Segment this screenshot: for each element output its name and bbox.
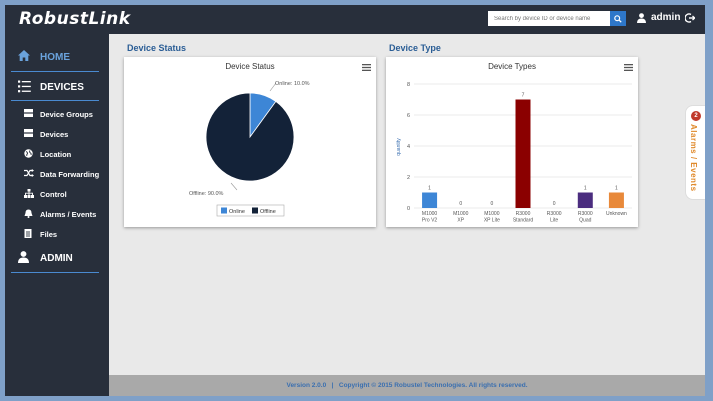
device-status-panel: Device Status Online: 10.0% Offline: 90.… xyxy=(124,57,376,227)
sidebar-item-label: Devices xyxy=(40,130,69,139)
pie-slice-offline[interactable] xyxy=(205,92,295,182)
sidebar-item-data-forwarding[interactable]: Data Forwarding xyxy=(5,164,109,184)
bar-value-label: 7 xyxy=(522,93,525,99)
x-tick-label: Unknown xyxy=(606,211,627,217)
y-tick-label: 8 xyxy=(407,82,410,88)
list-icon xyxy=(18,80,31,93)
shuffle-icon xyxy=(24,169,34,177)
username: admin xyxy=(651,12,681,23)
home-icon xyxy=(18,50,30,61)
section-title-device-type: Device Type xyxy=(389,43,441,53)
device-status-pie-chart: Online: 10.0% Offline: 90.0% Online Offl… xyxy=(189,81,310,217)
divider xyxy=(11,272,99,273)
footer: Version 2.0.0 | Copyright © 2015 Robuste… xyxy=(109,375,705,396)
bar[interactable] xyxy=(515,99,531,209)
search-icon xyxy=(614,14,622,23)
divider xyxy=(11,71,99,72)
pie-label-offline: Offline: 90.0% xyxy=(189,191,224,197)
x-tick-label: Quad xyxy=(579,218,591,224)
sidebar-item-label: Device Groups xyxy=(40,110,93,119)
sidebar-item-label: Location xyxy=(40,150,72,159)
bar-value-label: 0 xyxy=(553,201,556,207)
sidebar-item-admin[interactable]: ADMIN xyxy=(5,244,109,272)
x-tick-label: XP Lite xyxy=(484,218,500,224)
alarms-events-label: Alarms / Events xyxy=(689,124,698,192)
x-tick-label: M1000 xyxy=(422,211,438,217)
globe-icon xyxy=(24,149,33,158)
file-icon xyxy=(24,229,32,238)
alarms-events-tab[interactable]: 2 Alarms / Events xyxy=(685,105,705,200)
legend-offline[interactable]: Offline xyxy=(260,209,276,215)
bar[interactable] xyxy=(422,192,438,209)
sidebar-item-label: Files xyxy=(40,230,58,239)
bar-value-label: 0 xyxy=(459,201,462,207)
user-menu[interactable]: admin xyxy=(637,12,696,23)
x-tick-label: R3000 xyxy=(516,211,531,217)
sidebar-item-files[interactable]: Files xyxy=(5,224,109,244)
panel-title: Device Status xyxy=(225,62,275,71)
bar-value-label: 0 xyxy=(490,201,493,207)
y-axis-label: quantity xyxy=(396,138,402,156)
logout-icon[interactable] xyxy=(685,12,696,23)
panel-title: Device Types xyxy=(488,62,536,71)
y-tick-label: 4 xyxy=(407,144,410,150)
sidebar-item-devices[interactable]: DEVICES xyxy=(5,73,109,101)
x-tick-label: M1000 xyxy=(453,211,469,217)
top-bar: RobustLink admin xyxy=(5,5,705,34)
sidebar-item-label: Alarms / Events xyxy=(40,210,97,219)
sidebar-item-label: Control xyxy=(40,190,67,199)
sidebar-item-label: Data Forwarding xyxy=(40,170,100,179)
user-icon xyxy=(637,12,646,23)
sidebar-item-alarms-events[interactable]: Alarms / Events xyxy=(5,204,109,224)
user-icon xyxy=(18,251,29,263)
y-tick-label: 2 xyxy=(407,175,410,181)
bar[interactable] xyxy=(608,192,624,209)
sidebar-item-location[interactable]: Location xyxy=(5,144,109,164)
menu-icon[interactable] xyxy=(362,64,371,71)
bell-icon xyxy=(24,209,33,218)
x-tick-label: Standard xyxy=(513,218,534,224)
x-tick-label: Pro V2 xyxy=(422,218,438,224)
legend-box xyxy=(216,204,285,217)
footer-text: Version 2.0.0 | Copyright © 2015 Robuste… xyxy=(286,382,528,389)
legend-swatch-offline xyxy=(252,207,258,214)
alarm-count-badge: 2 xyxy=(691,111,701,121)
search-input[interactable] xyxy=(488,11,610,26)
search-button[interactable] xyxy=(610,11,626,26)
sitemap-icon xyxy=(24,189,34,198)
sidebar-item-control[interactable]: Control xyxy=(5,184,109,204)
legend-swatch-online xyxy=(221,207,227,214)
x-tick-label: M1000 xyxy=(484,211,500,217)
legend-online[interactable]: Online xyxy=(229,209,245,215)
x-tick-label: R3000 xyxy=(547,211,562,217)
sidebar-item-device-groups[interactable]: Device Groups xyxy=(5,104,109,124)
bar[interactable] xyxy=(577,192,593,209)
sidebar-item-home[interactable]: HOME xyxy=(5,43,109,71)
y-tick-label: 6 xyxy=(407,113,410,119)
device-groups-icon xyxy=(24,109,33,117)
menu-icon[interactable] xyxy=(624,64,633,71)
sidebar-item-label: ADMIN xyxy=(40,252,73,264)
bar-value-label: 1 xyxy=(428,186,431,192)
sidebar: HOME DEVICES Device Groups xyxy=(5,34,109,396)
app-root: RobustLink admin HOM xyxy=(5,5,705,396)
pie-label-online: Online: 10.0% xyxy=(275,81,310,87)
bar-value-label: 1 xyxy=(615,186,618,192)
y-tick-label: 0 xyxy=(407,206,410,212)
sidebar-item-devices-list[interactable]: Devices xyxy=(5,124,109,144)
bar-value-label: 1 xyxy=(584,186,587,192)
sidebar-item-label: DEVICES xyxy=(40,81,84,93)
sidebar-item-label: HOME xyxy=(40,51,70,63)
x-tick-label: R3000 xyxy=(578,211,593,217)
divider xyxy=(11,100,99,101)
x-tick-label: Lite xyxy=(550,218,558,224)
logo[interactable]: RobustLink xyxy=(19,9,131,29)
devices-icon xyxy=(24,129,33,137)
section-title-device-status: Device Status xyxy=(127,43,187,53)
x-tick-label: XP xyxy=(457,218,464,224)
